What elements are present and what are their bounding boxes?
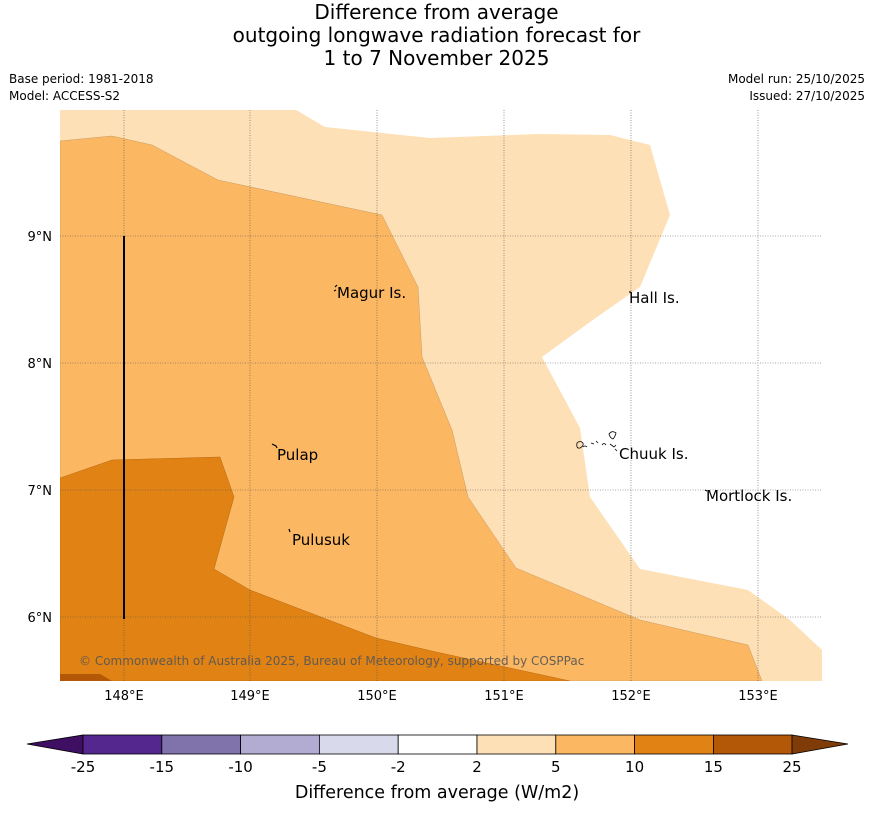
- colorbar-label: Difference from average (W/m2): [295, 783, 579, 803]
- island-pulap: [271, 443, 278, 449]
- anomaly-band-15-25: [60, 674, 112, 681]
- place-labels: Magur Is. Hall Is. Pulap Chuuk Is. Mortl…: [277, 284, 792, 549]
- place-label: Pulap: [277, 446, 318, 464]
- colorbar-tick: 25: [782, 758, 801, 776]
- anomaly-band-5-10: [60, 135, 763, 681]
- copyright-notice: © Commonwealth of Australia 2025, Bureau…: [79, 654, 584, 668]
- title-line-2: outgoing longwave radiation forecast for: [232, 23, 641, 47]
- lon-label: 150°E: [357, 689, 397, 704]
- island-pulusuk: [288, 528, 291, 533]
- place-label: Pulusuk: [292, 531, 350, 549]
- colorbar-tick: -2: [391, 758, 406, 776]
- colorbar-tick: 2: [472, 758, 482, 776]
- colorbar-tick: -5: [312, 758, 327, 776]
- longitude-labels: 148°E 149°E 150°E 151°E 152°E 153°E: [104, 689, 778, 704]
- colorbar-segment: [397, 734, 478, 755]
- colorbar-ticks: -25 -15 -10 -5 -2 2 5 10 15 25: [71, 758, 802, 776]
- place-label: Hall Is.: [629, 289, 680, 307]
- lon-label: 148°E: [104, 689, 144, 704]
- lon-label: 151°E: [484, 689, 524, 704]
- lon-label: 149°E: [230, 689, 270, 704]
- colorbar-segment: [161, 734, 242, 755]
- colorbar-tick: -10: [228, 758, 253, 776]
- colorbar-segment: [634, 734, 714, 755]
- title-line-1: Difference from average: [314, 0, 559, 24]
- latitude-labels: 9°N 8°N 7°N 6°N: [28, 230, 53, 626]
- colorbar-segment: [82, 734, 163, 755]
- colorbar-extend-right: [791, 734, 849, 755]
- map-area: Magur Is. Hall Is. Pulap Chuuk Is. Mortl…: [60, 110, 822, 681]
- colorbar-tick: -25: [71, 758, 96, 776]
- lon-label: 153°E: [738, 689, 778, 704]
- island-chuuk: [576, 431, 618, 452]
- place-label: Mortlock Is.: [706, 487, 792, 505]
- island-magur: [333, 284, 338, 292]
- colorbar-segment: [318, 734, 399, 755]
- place-label: Magur Is.: [337, 284, 406, 302]
- colorbar-segment: [713, 734, 793, 755]
- lat-label: 9°N: [28, 230, 53, 245]
- place-label: Chuuk Is.: [619, 445, 688, 463]
- meta-left: Base period: 1981-2018 Model: ACCESS-S2: [9, 71, 154, 105]
- colorbar-segment: [555, 734, 635, 755]
- anomaly-band-below-2: [296, 110, 822, 650]
- island-outlines: [271, 284, 708, 533]
- colorbar: -25 -15 -10 -5 -2 2 5 10 15 25 Differenc…: [26, 734, 849, 803]
- lat-label: 6°N: [28, 611, 53, 626]
- lon-label: 152°E: [611, 689, 651, 704]
- colorbar-tick: 15: [704, 758, 723, 776]
- colorbar-segment: [240, 734, 320, 755]
- meta-right: Model run: 25/10/2025 Issued: 27/10/2025: [728, 71, 865, 105]
- colorbar-tick: 10: [625, 758, 644, 776]
- lat-label: 7°N: [28, 484, 53, 499]
- lat-label: 8°N: [28, 357, 53, 372]
- colorbar-tick: -15: [150, 758, 175, 776]
- colorbar-segment: [476, 734, 557, 755]
- island-mortlock: [704, 489, 708, 492]
- issued-date: Issued: 27/10/2025: [749, 89, 865, 103]
- title-line-3: 1 to 7 November 2025: [323, 46, 550, 70]
- base-period: Base period: 1981-2018: [9, 72, 154, 86]
- colorbar-tick: 5: [551, 758, 561, 776]
- colorbar-extend-left: [26, 734, 84, 755]
- model-name: Model: ACCESS-S2: [9, 89, 121, 103]
- model-run: Model run: 25/10/2025: [727, 72, 865, 86]
